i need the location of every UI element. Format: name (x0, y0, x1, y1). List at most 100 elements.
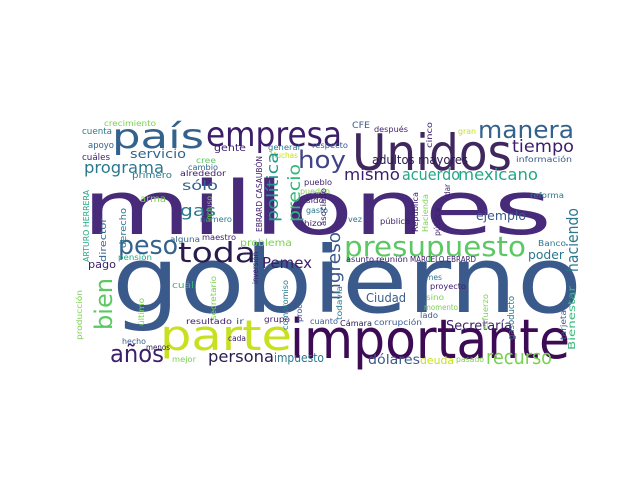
word: arma (140, 194, 166, 205)
word: CFE (352, 121, 370, 131)
word: Unidos (352, 124, 512, 182)
word: país (112, 117, 204, 157)
word: Bienestar (567, 285, 578, 350)
word: ejemplo (476, 209, 526, 223)
word: después (374, 124, 408, 134)
word: tiempo (512, 137, 574, 157)
word: adultos mayores (372, 153, 468, 167)
word: gasto (306, 206, 328, 215)
word: persona (208, 347, 274, 366)
word: Banco (538, 239, 566, 248)
word: gente (214, 143, 246, 154)
word: República (411, 192, 420, 232)
word: alguna (170, 235, 200, 244)
word: pensión (118, 252, 152, 262)
word: millones (82, 166, 552, 252)
word: crecimiento (104, 119, 156, 128)
word: presupuesto (344, 230, 526, 263)
word: gasoducto (507, 296, 517, 340)
word: maestro (202, 233, 236, 242)
word: último (137, 298, 146, 326)
word: incluso (205, 196, 214, 222)
word: hizo (304, 219, 322, 228)
word: proceso (295, 290, 304, 322)
word: pueblo (304, 178, 332, 187)
word: cuál (172, 281, 194, 291)
word: política (263, 152, 282, 222)
word: cree (196, 156, 216, 165)
word: mes (426, 273, 442, 282)
word: cuáles (82, 153, 110, 163)
word: mexicano (458, 165, 538, 184)
word: bien (90, 278, 118, 330)
word: pública (433, 208, 442, 236)
word: resultado (186, 317, 232, 326)
word: dólares (368, 353, 420, 368)
word: corrupción (374, 317, 422, 327)
word: derecho (119, 207, 129, 248)
word: poder (528, 248, 564, 262)
word: proyecto (430, 282, 466, 291)
word: Hacienda (421, 194, 430, 232)
word: hoy (298, 146, 346, 174)
word: reforma (530, 191, 564, 200)
word: cuenta (82, 127, 112, 137)
word: precio (285, 164, 305, 222)
word: asunto (346, 255, 374, 264)
word: recurso (486, 345, 552, 369)
word: peso (118, 231, 178, 261)
word: cambio (188, 163, 218, 172)
word: esfuerzo (481, 294, 490, 330)
word: sino (426, 293, 444, 302)
word: cada (228, 334, 246, 343)
word: ingreso (324, 232, 345, 300)
word: años (110, 340, 164, 368)
word: primero (132, 171, 173, 181)
word: sólo (182, 179, 218, 194)
word: lado (420, 311, 438, 320)
word: gobierno (112, 227, 582, 334)
word: sido (306, 196, 324, 205)
word: todavía (335, 286, 344, 320)
word: compromiso (281, 280, 290, 330)
word: general (268, 143, 300, 152)
word: Secretaría (446, 319, 512, 334)
word: haciendo (563, 208, 582, 272)
word: momento (424, 303, 458, 312)
word: hecho (122, 337, 146, 346)
word: número (200, 215, 232, 224)
word: público (380, 217, 410, 226)
word: dar (443, 183, 452, 196)
word: toda (178, 236, 256, 269)
word: parte (160, 311, 292, 360)
word: asociado (319, 188, 328, 226)
word: importante (290, 308, 570, 371)
word: respecto (312, 141, 348, 150)
word: mismo (344, 165, 400, 184)
word: director (99, 218, 109, 262)
word: alrededor (180, 169, 227, 178)
word: reunión (376, 254, 408, 264)
word: mejor (172, 355, 197, 364)
word: secretario (209, 276, 218, 320)
word: información (516, 154, 572, 164)
word: apoyo (88, 141, 114, 151)
word: inversión (250, 252, 260, 284)
word: manera (478, 116, 574, 144)
word: producción (74, 290, 84, 340)
word: Cámara (340, 319, 372, 328)
word: Muchas (270, 151, 298, 160)
word: problema (240, 238, 292, 249)
word: ir (236, 317, 245, 326)
word: acuerdo (402, 165, 460, 184)
word: pago (88, 258, 116, 271)
word: cuanto (310, 317, 338, 326)
word: ARTURO HERRERA (82, 189, 91, 262)
word: impuesto (274, 351, 324, 365)
word: deuda (420, 354, 454, 367)
word: gran (458, 127, 476, 136)
word: grupo (264, 315, 290, 324)
word: programa (84, 158, 164, 177)
word: servicio (130, 147, 186, 161)
